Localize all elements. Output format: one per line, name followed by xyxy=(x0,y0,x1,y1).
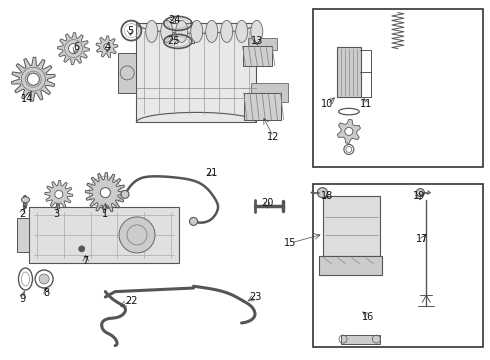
Polygon shape xyxy=(11,57,55,101)
Polygon shape xyxy=(57,33,90,64)
Bar xyxy=(118,53,136,93)
Circle shape xyxy=(55,190,63,198)
Ellipse shape xyxy=(22,197,29,203)
Text: 12: 12 xyxy=(267,132,280,142)
Bar xyxy=(243,46,272,66)
Ellipse shape xyxy=(236,21,248,42)
Text: 19: 19 xyxy=(413,191,425,201)
Text: 24: 24 xyxy=(168,15,180,25)
Circle shape xyxy=(104,44,110,50)
Bar xyxy=(247,38,277,50)
Text: 15: 15 xyxy=(284,238,297,248)
Text: 4: 4 xyxy=(105,42,111,52)
Text: 16: 16 xyxy=(363,312,375,322)
Circle shape xyxy=(79,246,85,252)
Bar xyxy=(318,256,382,275)
Bar xyxy=(337,47,361,97)
Text: 22: 22 xyxy=(125,296,138,306)
Circle shape xyxy=(39,274,49,284)
Bar xyxy=(18,218,29,252)
Ellipse shape xyxy=(161,21,173,42)
Bar xyxy=(244,93,281,120)
Ellipse shape xyxy=(191,21,203,42)
Text: 8: 8 xyxy=(44,288,49,298)
Circle shape xyxy=(27,73,39,85)
Text: 23: 23 xyxy=(249,292,262,302)
Circle shape xyxy=(416,189,424,197)
Polygon shape xyxy=(337,120,361,143)
Ellipse shape xyxy=(251,21,263,42)
Bar xyxy=(251,83,288,102)
Bar xyxy=(341,335,380,344)
Bar xyxy=(323,196,380,256)
Text: 14: 14 xyxy=(21,94,33,104)
Circle shape xyxy=(318,188,327,198)
Text: 2: 2 xyxy=(19,209,25,219)
Polygon shape xyxy=(85,172,125,213)
Circle shape xyxy=(119,217,155,253)
Ellipse shape xyxy=(146,21,158,42)
Text: 13: 13 xyxy=(251,36,264,46)
Bar xyxy=(136,23,256,122)
Text: 3: 3 xyxy=(53,209,59,219)
Text: 11: 11 xyxy=(361,99,372,109)
Text: 25: 25 xyxy=(168,36,180,46)
Polygon shape xyxy=(45,180,73,208)
Text: 17: 17 xyxy=(416,234,429,244)
Circle shape xyxy=(190,217,197,225)
Text: 7: 7 xyxy=(83,256,89,266)
Circle shape xyxy=(121,190,129,198)
Text: 1: 1 xyxy=(102,209,108,219)
Bar xyxy=(313,9,483,167)
Ellipse shape xyxy=(176,21,188,42)
Text: 18: 18 xyxy=(321,191,333,201)
Bar xyxy=(29,207,179,263)
Polygon shape xyxy=(96,36,118,58)
Text: 21: 21 xyxy=(205,168,218,178)
Text: 9: 9 xyxy=(19,294,25,304)
Circle shape xyxy=(69,44,78,54)
Ellipse shape xyxy=(206,21,218,42)
Text: 20: 20 xyxy=(261,198,273,208)
Circle shape xyxy=(345,127,353,135)
Bar xyxy=(313,184,483,347)
Text: 5: 5 xyxy=(127,26,133,36)
Ellipse shape xyxy=(221,21,233,42)
Circle shape xyxy=(100,188,110,198)
Text: 10: 10 xyxy=(321,99,333,109)
Text: 6: 6 xyxy=(73,42,79,52)
